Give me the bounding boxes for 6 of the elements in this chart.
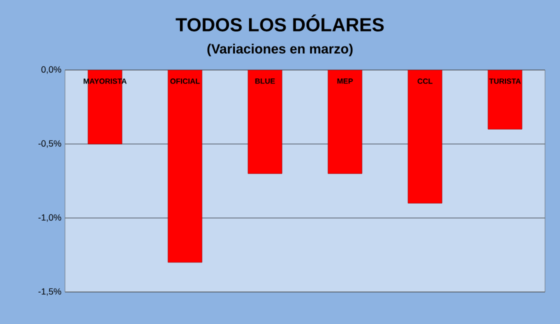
chart-title: TODOS LOS DÓLARES (176, 14, 384, 32)
y-tick-label: -1,0% (38, 214, 62, 222)
y-tick-label: -1,5% (38, 288, 62, 296)
chart-subtitle: (Variaciones en marzo) (207, 44, 353, 56)
y-tick-label: 0,0% (41, 66, 62, 74)
y-tick-label: -0,5% (38, 140, 62, 148)
